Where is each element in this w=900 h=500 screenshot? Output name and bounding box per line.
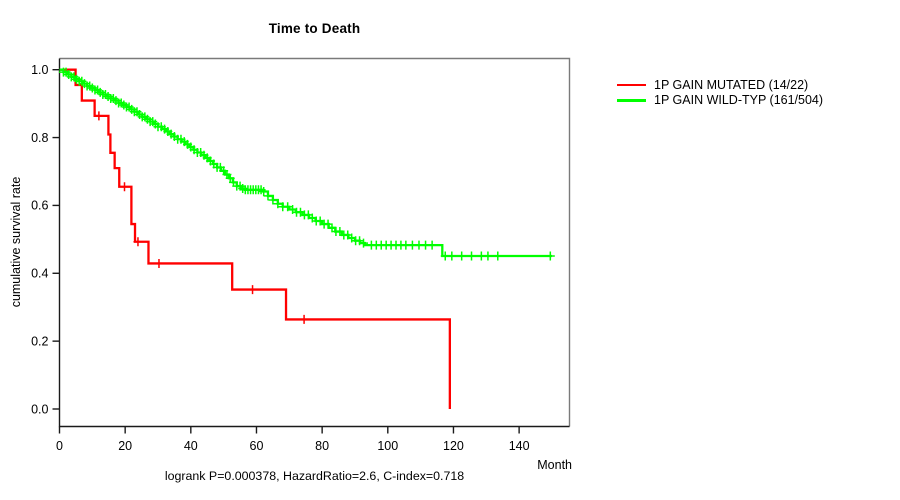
plot-title: Time to Death (268, 21, 361, 36)
censor-marks-wildtype (58, 67, 555, 261)
legend-item-mutated: 1P GAIN MUTATED (14/22) (617, 77, 823, 93)
y-tick-label: 0.6 (31, 199, 48, 213)
x-tick-label: 80 (315, 439, 329, 453)
x-tick-label: 140 (509, 439, 530, 453)
survival-curve-wildtype (59, 68, 552, 258)
stats-annotation: logrank P=0.000378, HazardRatio=2.6, C-i… (164, 469, 465, 483)
x-tick-label: 0 (56, 439, 63, 453)
legend-item-wildtype: 1P GAIN WILD-TYP (161/504) (617, 93, 823, 109)
censor-marks-mutated (94, 111, 309, 324)
x-tick-label: 60 (250, 439, 264, 453)
legend-label-mutated: 1P GAIN MUTATED (14/22) (654, 77, 809, 92)
x-tick-label: 20 (118, 439, 132, 453)
plot-box-top-right (59, 57, 571, 427)
x-tick-label: 120 (443, 439, 464, 453)
y-tick-label: 0.2 (31, 334, 48, 348)
legend: 1P GAIN MUTATED (14/22) 1P GAIN WILD-TYP… (617, 77, 823, 108)
y-tick-label: 0.0 (31, 402, 48, 416)
y-axis-label: cumulative survival rate (9, 176, 23, 308)
legend-line-mutated (617, 83, 646, 86)
y-tick-label: 1.0 (31, 63, 48, 77)
y-tick-label: 0.8 (31, 131, 48, 145)
survival-curve-mutated (59, 68, 451, 409)
x-axis-label: Month (537, 458, 572, 472)
legend-label-wildtype: 1P GAIN WILD-TYP (161/504) (654, 93, 824, 108)
x-tick-label: 40 (184, 439, 198, 453)
x-tick-label: 100 (377, 439, 398, 453)
legend-line-wildtype (617, 99, 646, 102)
y-tick-label: 0.4 (31, 267, 48, 281)
